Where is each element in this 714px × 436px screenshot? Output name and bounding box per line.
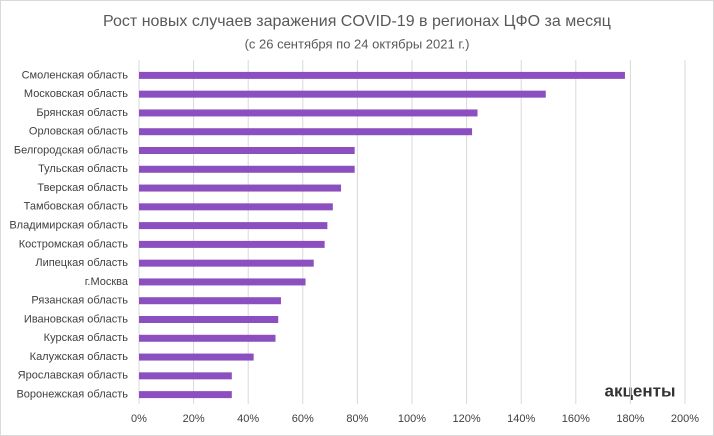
y-tick-label: Смоленская область — [22, 69, 129, 81]
bar — [139, 128, 473, 136]
x-tick-label: 40% — [237, 413, 259, 425]
bar — [139, 297, 281, 305]
y-tick-label: Белгородская область — [14, 144, 128, 156]
x-tick-label: 60% — [292, 413, 314, 425]
bar — [139, 184, 342, 192]
y-tick-label: Липецкая область — [35, 257, 128, 269]
y-tick-label: Ярославская область — [18, 370, 129, 382]
y-tick-label: Владимирская область — [9, 220, 128, 232]
bar — [139, 334, 276, 342]
bar — [139, 222, 328, 230]
bar — [139, 109, 478, 117]
y-tick-label: Тульская область — [38, 163, 128, 175]
x-tick-label: 20% — [183, 413, 205, 425]
y-tick-label: Рязанская область — [31, 295, 128, 307]
bar — [139, 278, 306, 286]
x-tick-label: 200% — [671, 413, 699, 425]
y-tick-label: Ивановская область — [24, 313, 128, 325]
bar — [139, 259, 314, 267]
bar — [139, 391, 232, 399]
chart-title: Рост новых случаев заражения COVID-19 в … — [103, 13, 611, 30]
y-tick-label: Брянская область — [36, 107, 128, 119]
x-tick-label: 80% — [346, 413, 368, 425]
x-tick-label: 100% — [398, 413, 426, 425]
watermark: акценты — [605, 381, 676, 400]
y-tick-label: Тамбовская область — [24, 201, 129, 213]
y-tick-label: Воронежская область — [16, 389, 128, 401]
y-tick-label: г.Москва — [85, 276, 129, 288]
bar — [139, 203, 333, 211]
y-tick-label: Московская область — [24, 88, 128, 100]
bar — [139, 240, 325, 248]
x-tick-label: 0% — [131, 413, 147, 425]
y-tick-label: Орловская область — [29, 126, 128, 138]
bar — [139, 353, 254, 361]
y-tick-label: Тверская область — [37, 182, 128, 194]
bar — [139, 372, 232, 380]
x-tick-label: 180% — [616, 413, 644, 425]
x-tick-label: 120% — [453, 413, 481, 425]
x-tick-label: 160% — [562, 413, 590, 425]
bar — [139, 90, 546, 98]
bar — [139, 316, 279, 323]
y-tick-label: Калужская область — [30, 351, 129, 363]
bar — [139, 147, 355, 154]
x-tick-label: 140% — [507, 413, 535, 425]
bar — [139, 71, 625, 79]
y-tick-label: Костромская область — [19, 238, 129, 250]
chart-subtitle: (с 26 сентября по 24 октябры 2021 г.) — [245, 36, 470, 51]
y-tick-label: Курская область — [44, 332, 129, 344]
bar — [139, 165, 355, 173]
